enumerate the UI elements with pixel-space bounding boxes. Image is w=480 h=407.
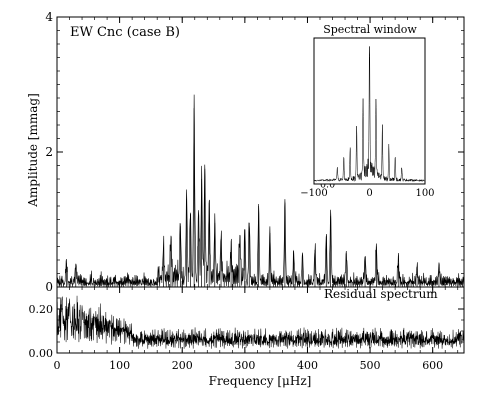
residual-x-tick-label-5: 500 [360,359,381,372]
residual-x-tick-label-1: 100 [109,359,130,372]
residual-x-tick-label-4: 400 [297,359,318,372]
residual-x-tick-label-0: 0 [54,359,61,372]
residual-spectrum-line [57,295,464,349]
spectral-window-line [314,46,425,183]
inset-x-tick-label-1: 0 [366,188,372,199]
tick-labels: 0 2 4 0 100 200 300 400 500 600 0.00 0.20 −100 0 100 0.… [29,10,444,372]
main-y-tick-label-2: 4 [45,10,53,24]
main-y-tick-label-1: 2 [45,145,53,159]
amplitude-spectrum-line [57,94,464,287]
inset-x-tick-label-2: 100 [415,188,434,199]
inset-panel [313,37,426,185]
axis-ticks [56,16,464,354]
inset-title: Spectral window [323,23,417,36]
chart-title: EW Cnc (case B) [70,25,180,40]
residual-y-tick-label-0: 0.00 [29,347,54,360]
residual-x-tick-label-6: 600 [422,359,443,372]
residual-spectrum-series [57,295,464,349]
residual-title: Residual spectrum [324,287,438,301]
main-y-tick-label-0: 0 [45,280,53,294]
inset-x-tick-label-0: −100 [300,188,327,199]
amplitude-spectrum-series [57,94,464,287]
residual-y-tick-label-1: 0.20 [29,303,54,316]
y-axis-label: Amplitude [mmag] [26,93,40,208]
residual-x-tick-label-2: 200 [172,359,193,372]
inset-y-tick-label-0: 0.0 [320,180,335,191]
spectral-window-series [314,46,425,183]
residual-x-tick-label-3: 300 [234,359,255,372]
x-axis-label: Frequency [μHz] [209,374,312,388]
